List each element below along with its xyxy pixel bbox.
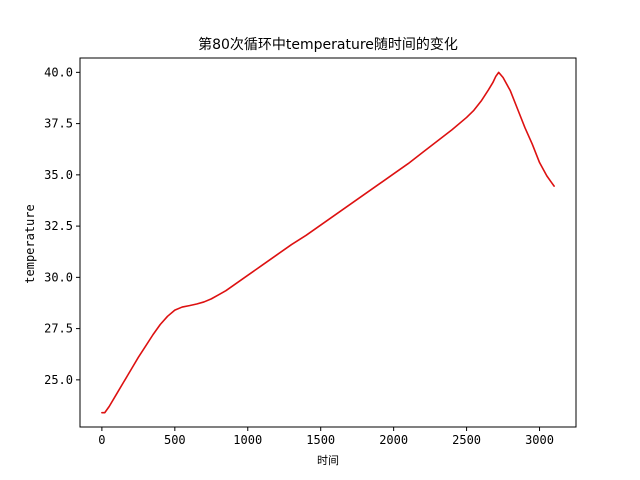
x-tick-label: 1500: [306, 433, 335, 447]
axes-frame: [79, 57, 577, 428]
x-axis-label: 时间: [317, 454, 339, 467]
x-tick-label: 2000: [379, 433, 408, 447]
y-tick-label: 30.0: [44, 270, 73, 284]
y-tick-label: 32.5: [44, 219, 73, 233]
x-tick-label: 3000: [525, 433, 554, 447]
y-tick-label: 27.5: [44, 322, 73, 336]
chart-title: 第80次循环中temperature随时间的变化: [198, 36, 458, 53]
plot-area: 0 500 1000 1500 2000 2500 3000 25.0 27.5 30.0 32.5…: [44, 57, 577, 447]
x-tick-label: 0: [98, 433, 105, 447]
x-tick-label: 500: [164, 433, 186, 447]
y-tick-label: 25.0: [44, 373, 73, 387]
x-tick-label: 2500: [452, 433, 481, 447]
y-axis-label: temperature: [23, 204, 37, 283]
series-line-0: [101, 71, 555, 414]
y-tick-label: 40.0: [44, 65, 73, 79]
y-tick-label: 35.0: [44, 168, 73, 182]
x-tick-label: 1000: [233, 433, 262, 447]
y-tick-label: 37.5: [44, 117, 73, 131]
